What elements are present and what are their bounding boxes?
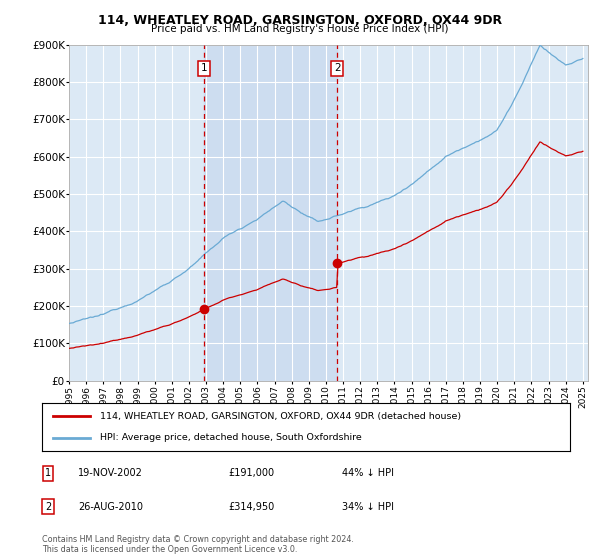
Text: Price paid vs. HM Land Registry's House Price Index (HPI): Price paid vs. HM Land Registry's House … bbox=[151, 24, 449, 34]
Text: Contains HM Land Registry data © Crown copyright and database right 2024.
This d: Contains HM Land Registry data © Crown c… bbox=[42, 535, 354, 554]
Text: 44% ↓ HPI: 44% ↓ HPI bbox=[342, 468, 394, 478]
Bar bbox=[204, 45, 337, 381]
Text: 26-AUG-2010: 26-AUG-2010 bbox=[78, 502, 143, 512]
Text: 114, WHEATLEY ROAD, GARSINGTON, OXFORD, OX44 9DR: 114, WHEATLEY ROAD, GARSINGTON, OXFORD, … bbox=[98, 14, 502, 27]
Text: 1: 1 bbox=[45, 468, 51, 478]
Text: 34% ↓ HPI: 34% ↓ HPI bbox=[342, 502, 394, 512]
Text: 19-NOV-2002: 19-NOV-2002 bbox=[78, 468, 143, 478]
Text: 114, WHEATLEY ROAD, GARSINGTON, OXFORD, OX44 9DR (detached house): 114, WHEATLEY ROAD, GARSINGTON, OXFORD, … bbox=[100, 412, 461, 421]
Text: HPI: Average price, detached house, South Oxfordshire: HPI: Average price, detached house, Sout… bbox=[100, 433, 362, 442]
Text: £191,000: £191,000 bbox=[228, 468, 274, 478]
Text: 1: 1 bbox=[200, 63, 207, 73]
Text: 2: 2 bbox=[45, 502, 51, 512]
Text: 2: 2 bbox=[334, 63, 340, 73]
Text: £314,950: £314,950 bbox=[228, 502, 274, 512]
